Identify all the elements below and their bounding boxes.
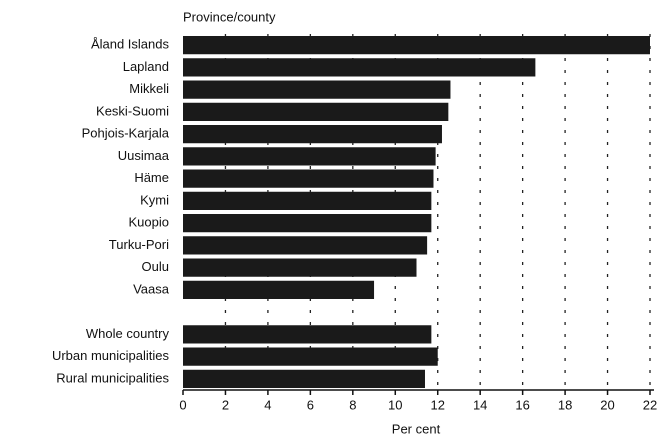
y-tick-label: Urban municipalities <box>52 348 170 363</box>
x-tick-label: 14 <box>473 397 487 412</box>
bar <box>183 125 442 144</box>
bar <box>183 80 451 99</box>
bar <box>183 147 436 166</box>
y-tick-label: Rural municipalities <box>56 370 169 385</box>
x-tick-label: 12 <box>430 397 444 412</box>
bar <box>183 369 425 388</box>
x-tick-label: 2 <box>222 397 229 412</box>
bar <box>183 169 434 188</box>
bar <box>183 102 449 121</box>
x-tick-label: 18 <box>558 397 572 412</box>
y-tick-label: Keski-Suomi <box>96 103 169 118</box>
y-tick-label: Pohjois-Karjala <box>82 126 170 141</box>
x-tick-label: 22 <box>643 397 657 412</box>
bar <box>183 347 438 366</box>
x-tick-label: 20 <box>600 397 614 412</box>
x-tick-label: 16 <box>515 397 529 412</box>
bar <box>183 325 432 344</box>
x-tick-label: 8 <box>349 397 356 412</box>
y-tick-label: Häme <box>134 170 169 185</box>
x-tick-label: 10 <box>388 397 402 412</box>
x-tick-label: 0 <box>179 397 186 412</box>
bar <box>183 280 375 299</box>
y-tick-label: Kymi <box>140 192 169 207</box>
y-tick-label: Whole country <box>86 326 170 341</box>
bar <box>183 214 432 233</box>
y-tick-label: Åland Islands <box>91 37 170 52</box>
y-tick-label: Turku-Pori <box>109 237 169 252</box>
y-tick-label: Lapland <box>123 59 169 74</box>
y-tick-label: Uusimaa <box>118 148 170 163</box>
bar <box>183 236 428 255</box>
bar <box>183 258 417 277</box>
bar <box>183 58 536 77</box>
category-axis-title: Province/county <box>183 9 276 24</box>
bar <box>183 191 432 210</box>
x-tick-label: 4 <box>264 397 271 412</box>
x-axis-title: Per cent <box>392 421 441 436</box>
y-tick-label: Oulu <box>142 259 169 274</box>
y-tick-label: Kuopio <box>129 215 169 230</box>
x-tick-label: 6 <box>307 397 314 412</box>
y-tick-label: Vaasa <box>133 281 170 296</box>
bar <box>183 36 650 55</box>
y-tick-label: Mikkeli <box>129 81 169 96</box>
